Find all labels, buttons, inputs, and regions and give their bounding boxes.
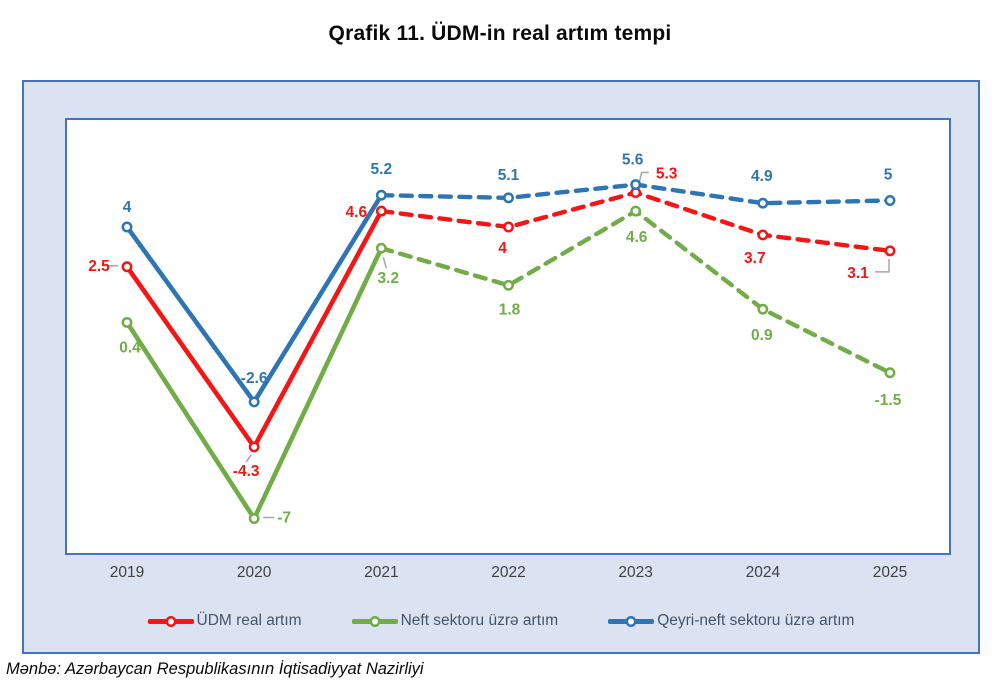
legend-item: Qeyri-neft sektoru üzrə artım — [608, 612, 854, 630]
legend-item: Neft sektoru üzrə artım — [351, 612, 559, 630]
legend-line-marker-icon — [147, 615, 194, 627]
chart-frame — [22, 80, 980, 654]
chart-legend: ÜDM real artım Neft sektoru üzrə artım Qey… — [22, 612, 980, 630]
source-note: Mənbə: Azərbaycan Respublikasının İqtisa… — [6, 660, 424, 678]
legend-label: Neft sektoru üzrə artım — [400, 612, 559, 629]
legend-line-marker-icon — [608, 615, 655, 627]
legend-item: ÜDM real artım — [147, 612, 302, 630]
chart-title: Qrafik 11. ÜDM-in real artım tempi — [328, 22, 672, 45]
legend-label: Qeyri-neft sektoru üzrə artım — [657, 612, 855, 629]
legend-line-marker-icon — [351, 615, 398, 627]
plot-area — [65, 118, 951, 555]
legend-label: ÜDM real artım — [196, 612, 302, 629]
